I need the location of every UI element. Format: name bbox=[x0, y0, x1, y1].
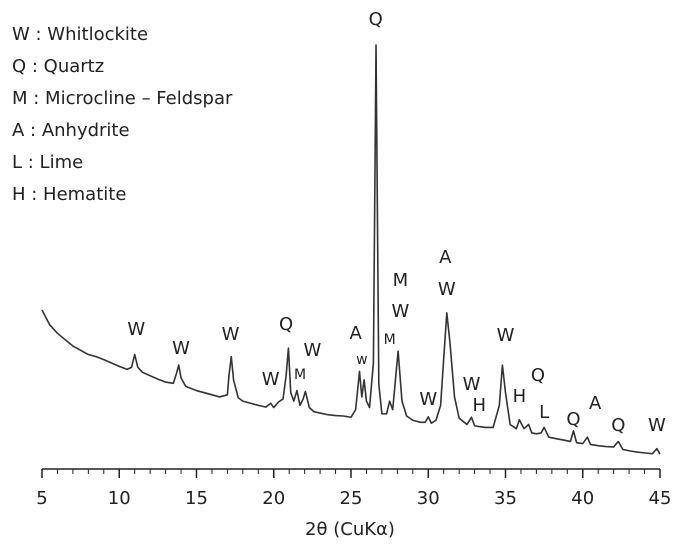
legend-entry: L : Lime bbox=[12, 152, 83, 173]
peak-label: Q bbox=[611, 415, 625, 436]
x-tick-label: 5 bbox=[36, 488, 47, 509]
legend-entry: A : Anhydrite bbox=[12, 120, 130, 141]
peak-label: M bbox=[384, 332, 396, 348]
legend-entry: H : Hematite bbox=[12, 184, 126, 205]
peak-label: L bbox=[539, 402, 549, 423]
legend-entry: W : Whitlockite bbox=[12, 24, 148, 45]
peak-label: W bbox=[463, 374, 481, 395]
peak-label: H bbox=[472, 395, 486, 416]
x-tick-label: 15 bbox=[185, 488, 208, 509]
peak-label: M bbox=[294, 367, 306, 383]
peak-label: Q bbox=[566, 409, 580, 430]
x-tick-label: 35 bbox=[494, 488, 517, 509]
peak-label: w bbox=[356, 352, 367, 368]
peak-label: W bbox=[262, 369, 280, 390]
peak-label: W bbox=[172, 338, 190, 359]
peak-label: Q bbox=[279, 314, 293, 335]
x-tick-label: 20 bbox=[262, 488, 285, 509]
x-tick-label: 45 bbox=[649, 488, 672, 509]
x-tick-label: 10 bbox=[108, 488, 131, 509]
peak-label: W bbox=[648, 415, 666, 436]
peak-label: Q bbox=[369, 9, 383, 30]
peak-label: Q bbox=[531, 365, 545, 386]
peak-label: W bbox=[303, 340, 321, 361]
peak-label: W bbox=[222, 324, 240, 345]
peak-label: A bbox=[349, 323, 362, 344]
peak-label: H bbox=[513, 386, 527, 407]
peak-label: W bbox=[419, 389, 437, 410]
x-tick-label: 40 bbox=[571, 488, 594, 509]
peak-label: M bbox=[393, 270, 409, 291]
peak-label: A bbox=[439, 247, 452, 268]
xrd-pattern bbox=[41, 44, 661, 455]
x-tick-label: 25 bbox=[340, 488, 363, 509]
peak-label: A bbox=[589, 393, 602, 414]
peak-label: W bbox=[127, 319, 145, 340]
x-tick-label: 30 bbox=[417, 488, 440, 509]
peak-label: W bbox=[438, 279, 456, 300]
legend-entry: Q : Quartz bbox=[12, 56, 104, 77]
peak-label: W bbox=[497, 325, 515, 346]
legend-entry: M : Microcline – Feldspar bbox=[12, 88, 233, 109]
x-axis-title: 2θ (CuKα) bbox=[305, 519, 395, 540]
peak-label: W bbox=[392, 301, 410, 322]
